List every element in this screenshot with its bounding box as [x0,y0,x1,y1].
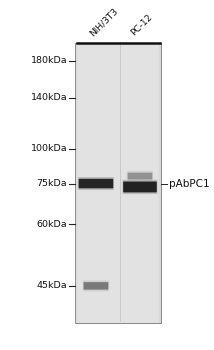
Text: 45kDa: 45kDa [37,281,67,290]
Text: 140kDa: 140kDa [31,93,67,102]
Text: pAbPC1: pAbPC1 [169,178,210,189]
FancyBboxPatch shape [127,171,153,181]
Bar [160,43,161,323]
Bar [76,43,77,323]
Bar [158,43,159,323]
Bar [77,43,78,323]
FancyBboxPatch shape [123,182,157,193]
FancyBboxPatch shape [83,282,108,290]
Bar [75,43,76,323]
Text: 180kDa: 180kDa [31,56,67,65]
Bar [159,43,160,323]
FancyBboxPatch shape [79,179,113,188]
Text: NIH/3T3: NIH/3T3 [88,6,119,38]
FancyBboxPatch shape [78,177,114,190]
Text: 75kDa: 75kDa [37,179,67,188]
Text: 100kDa: 100kDa [31,144,67,153]
Text: 60kDa: 60kDa [37,220,67,229]
Text: PC-12: PC-12 [129,13,154,38]
FancyBboxPatch shape [122,180,158,194]
Bar [75,43,161,323]
FancyBboxPatch shape [128,173,152,180]
FancyBboxPatch shape [83,280,109,291]
